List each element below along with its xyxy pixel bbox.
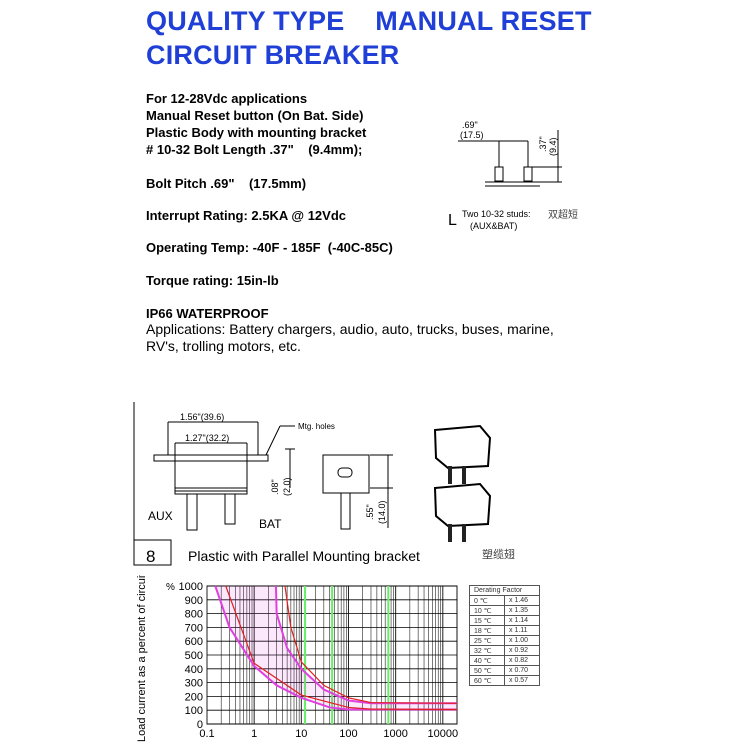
- x-tick-label: 0.1: [199, 728, 214, 740]
- stud-caption2: (AUX&BAT): [470, 221, 517, 231]
- bracket-number: 8: [146, 547, 155, 566]
- spec-reset: Manual Reset button (On Bat. Side): [146, 108, 364, 123]
- y-tick-label: 200: [185, 691, 203, 703]
- stud-height-mm: (9.4): [548, 137, 558, 156]
- bracket-depth1-in: .08": [270, 479, 280, 495]
- title-line2: CIRCUIT BREAKER: [146, 40, 400, 70]
- derating-row: 40 ℃ x 0.82: [469, 655, 540, 666]
- derating-factor: x 0.92: [504, 645, 540, 656]
- derating-temp: 15 ℃: [469, 615, 505, 626]
- stud-pitch-mm: (17.5): [460, 130, 484, 140]
- spec-bolt-pitch: Bolt Pitch .69" (17.5mm): [146, 176, 307, 191]
- y-tick-label: 600: [185, 636, 203, 648]
- derating-factor: x 1.46: [504, 595, 540, 606]
- bracket-cn: 塑缆翅: [482, 547, 515, 561]
- derating-temp: 50 ℃: [469, 665, 505, 676]
- trip-curve-red: [225, 585, 458, 711]
- derating-row: 10 ℃ x 1.35: [469, 605, 540, 616]
- y-tick-label: 0: [197, 719, 203, 731]
- stud-pitch-in: .69": [462, 120, 478, 130]
- derating-row: 25 ℃ x 1.00: [469, 635, 540, 646]
- derating-factor: x 0.70: [504, 665, 540, 676]
- trip-curve-magenta: [274, 585, 457, 705]
- spec-voltage: For 12-28Vdc applications: [146, 91, 308, 106]
- stud-letter: L: [448, 212, 457, 229]
- bracket-width2: 1.27"(32.2): [185, 433, 229, 443]
- x-tick-label: 10000: [428, 728, 459, 740]
- trip-curve-magenta: [214, 585, 457, 711]
- x-tick-label: 100: [339, 728, 357, 740]
- bracket-depth1-mm: (2.0): [282, 477, 292, 496]
- y-axis-label-line1: Load current as a percent of circuit bre…: [136, 575, 148, 742]
- trip-curve-red: [284, 585, 458, 704]
- chart-grid: [206, 585, 458, 725]
- y-tick-label: 900: [185, 595, 203, 607]
- x-tick-label: 1: [251, 728, 257, 740]
- derating-table: Derating Factor 0 ℃ x 1.46 10 ℃ x 1.35 15 ℃ x…: [469, 585, 540, 686]
- derating-temp: 32 ℃: [469, 645, 505, 656]
- y-tick-label: 400: [185, 664, 203, 676]
- derating-temp: 25 ℃: [469, 635, 505, 646]
- x-tick-label: 1000: [383, 728, 407, 740]
- derating-temp: 60 ℃: [469, 675, 505, 686]
- derating-row: 18 ℃ x 1.11: [469, 625, 540, 636]
- spec-waterproof: IP66 WATERPROOF: [146, 306, 269, 321]
- derating-row: 32 ℃ x 0.92: [469, 645, 540, 656]
- y-axis-unit: %: [166, 582, 175, 593]
- stud-height-in: .37": [538, 136, 548, 152]
- derating-temp: 40 ℃: [469, 655, 505, 666]
- bracket-width1: 1.56"(39.6): [180, 412, 224, 422]
- chart-curves: [214, 585, 458, 711]
- bracket-bat: BAT: [259, 517, 282, 531]
- spec-applications: Applications: Battery chargers, audio, a…: [146, 321, 554, 354]
- derating-row: 0 ℃ x 1.46: [469, 595, 540, 606]
- bracket-diagram: 1.56"(39.6) 1.27"(32.2) Mtg. holes .08" …: [133, 402, 515, 566]
- bracket-depth2-mm: (14.0): [377, 500, 387, 524]
- title-line1: QUALITY TYPE MANUAL RESET: [146, 6, 592, 36]
- spec-temp: Operating Temp: -40F - 185F (-40C-85C): [146, 240, 393, 255]
- derating-temp: 18 ℃: [469, 625, 505, 636]
- y-tick-label: 500: [185, 650, 203, 662]
- bracket-depth2-in: .55": [365, 504, 375, 520]
- y-tick-label: 300: [185, 678, 203, 690]
- tolerance-band: [215, 586, 457, 710]
- spec-body: Plastic Body with mounting bracket: [146, 125, 367, 140]
- y-tick-label: 700: [185, 622, 203, 634]
- stud-caption1: Two 10-32 studs:: [462, 209, 531, 219]
- derating-temp: 10 ℃: [469, 605, 505, 616]
- derating-factor: x 0.82: [504, 655, 540, 666]
- derating-factor: x 0.57: [504, 675, 540, 686]
- stud-diagram: .69" (17.5) .37" (9.4) L Two 10-32 studs…: [448, 120, 578, 231]
- spec-bolt: # 10-32 Bolt Length .37" (9.4mm);: [146, 142, 363, 157]
- derating-header: Derating Factor: [469, 585, 540, 596]
- derating-factor: x 1.11: [504, 625, 540, 636]
- bracket-aux: AUX: [148, 509, 173, 523]
- stud-cn: 双超短: [548, 208, 578, 221]
- bracket-caption: Plastic with Parallel Mounting bracket: [188, 548, 420, 564]
- derating-row: 15 ℃ x 1.14: [469, 615, 540, 626]
- derating-row: 60 ℃ x 0.57: [469, 675, 540, 686]
- y-tick-label: 100: [185, 705, 203, 717]
- derating-factor: x 1.35: [504, 605, 540, 616]
- spec-torque: Torque rating: 15in-lb: [146, 273, 279, 288]
- derating-factor: x 1.00: [504, 635, 540, 646]
- spec-interrupt: Interrupt Rating: 2.5KA @ 12Vdc: [146, 208, 347, 223]
- derating-row: 50 ℃ x 0.70: [469, 665, 540, 676]
- x-tick-label: 10: [295, 728, 307, 740]
- derating-temp: 0 ℃: [469, 595, 505, 606]
- y-tick-label: 1000: [179, 581, 203, 593]
- derating-factor: x 1.14: [504, 615, 540, 626]
- bracket-mtg-holes: Mtg. holes: [298, 422, 335, 431]
- y-tick-label: 800: [185, 609, 203, 621]
